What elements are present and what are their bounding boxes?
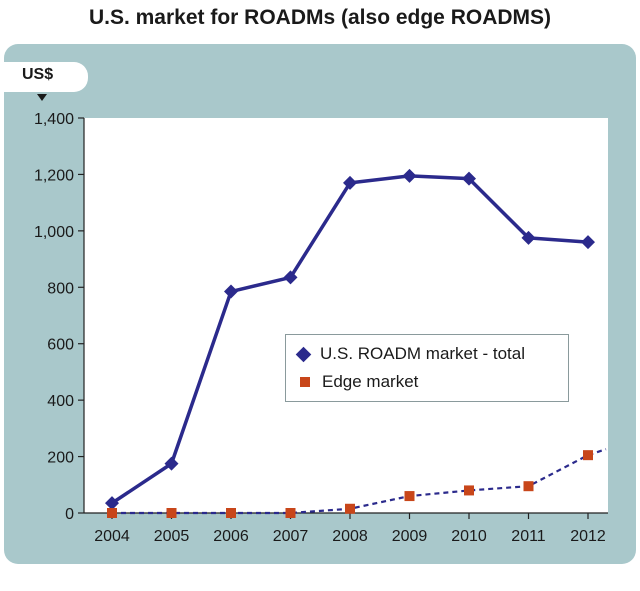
y-tick-label: 600 <box>47 337 74 354</box>
data-point-total <box>462 171 476 186</box>
y-tick-label: 1,400 <box>34 111 74 128</box>
y-tick-label: 1,200 <box>34 167 74 184</box>
legend-label-edge: Edge market <box>322 372 419 391</box>
data-point-edge <box>166 508 177 518</box>
y-axis-arrow-icon <box>37 94 47 101</box>
y-tick-label: 200 <box>47 450 74 467</box>
x-tick-label: 2008 <box>332 528 368 545</box>
x-tick-label: 2010 <box>451 528 487 545</box>
x-tick-label: 2009 <box>392 528 428 545</box>
y-tick-label: 400 <box>47 393 74 410</box>
diamond-marker-icon <box>295 346 312 362</box>
data-point-edge <box>523 481 534 492</box>
x-tick-label: 2004 <box>94 528 130 545</box>
x-tick-label: 2005 <box>154 528 190 545</box>
x-tick-label: 2011 <box>511 528 546 545</box>
data-point-total <box>224 284 238 299</box>
data-point-edge <box>107 508 117 518</box>
plot-area <box>84 118 608 513</box>
legend: U.S. ROADM market - total Edge market <box>285 334 569 402</box>
y-axis-unit-label: US$ <box>22 66 54 83</box>
data-point-edge <box>404 491 415 502</box>
data-point-total <box>283 270 298 285</box>
x-tick-label: 2012 <box>570 528 606 545</box>
square-marker-icon <box>300 377 310 387</box>
data-point-edge <box>345 503 355 514</box>
data-point-total <box>402 168 417 183</box>
x-tick-label: 2007 <box>273 528 309 545</box>
unit-tab <box>4 62 88 92</box>
data-point-total <box>343 175 357 190</box>
chart-title: U.S. market for ROADMs (also edge ROADMS… <box>88 6 552 29</box>
y-tick-label: 0 <box>65 506 74 523</box>
data-point-total <box>105 496 119 511</box>
legend-item-edge: Edge market <box>298 371 418 393</box>
data-point-edge <box>583 450 593 461</box>
series-markers <box>105 168 595 518</box>
data-point-total <box>164 456 179 471</box>
y-tick-label: 1,000 <box>34 224 74 241</box>
series-line-edge <box>112 448 607 515</box>
legend-label-total: U.S. ROADM market - total <box>320 344 525 363</box>
data-point-edge <box>285 508 296 518</box>
data-point-edge <box>464 485 474 496</box>
x-tick-label: 2006 <box>213 528 249 545</box>
y-tick-label: 800 <box>47 280 74 297</box>
data-point-edge <box>226 508 236 518</box>
data-point-total <box>521 230 536 245</box>
legend-item-total: U.S. ROADM market - total <box>295 343 525 365</box>
y-axis-ticks: 0 200 400 600 800 1,000 1,200 1,400 <box>34 111 84 523</box>
data-point-total <box>581 235 595 250</box>
